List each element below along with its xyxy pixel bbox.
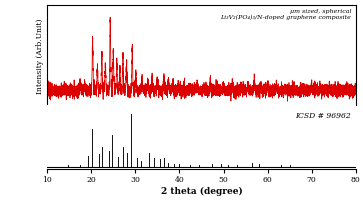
Y-axis label: Intensity (Arb.Unit): Intensity (Arb.Unit): [36, 18, 44, 93]
Text: ICSD # 96962: ICSD # 96962: [295, 111, 351, 119]
Text: μm sized, spherical
Li₃V₂(PO₄)₃/N-doped graphene composite: μm sized, spherical Li₃V₂(PO₄)₃/N-doped …: [220, 9, 351, 20]
X-axis label: 2 theta (degree): 2 theta (degree): [160, 186, 242, 195]
